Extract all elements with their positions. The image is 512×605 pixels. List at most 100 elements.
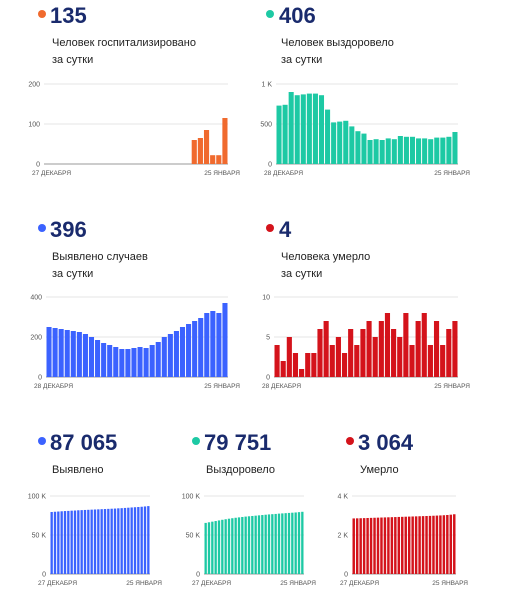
deaths-total-dot: [346, 437, 354, 445]
bar: [428, 515, 432, 574]
bar: [64, 330, 70, 377]
bar: [264, 514, 267, 574]
bar: [67, 510, 70, 574]
bar: [440, 345, 446, 377]
bar: [192, 321, 198, 377]
bar: [397, 136, 403, 164]
bar: [107, 345, 113, 377]
bar: [383, 517, 387, 574]
bar: [214, 521, 217, 574]
bar: [359, 518, 362, 574]
bar: [387, 517, 390, 574]
bar: [287, 512, 291, 574]
bar: [384, 313, 391, 377]
bar: [294, 512, 297, 574]
bar: [123, 507, 127, 574]
bar: [216, 313, 222, 377]
deaths-total-value: 3 064: [358, 430, 414, 455]
bar: [210, 311, 216, 377]
bar: [446, 329, 452, 377]
bar: [403, 136, 409, 164]
bar: [247, 516, 251, 574]
bar: [73, 510, 77, 574]
bar: [57, 511, 60, 574]
bar: [191, 140, 197, 164]
bar: [366, 517, 369, 574]
bar: [143, 506, 147, 574]
bar: [331, 122, 337, 164]
bar: [361, 133, 367, 164]
x-end-label: 25 ЯНВАРЯ: [204, 383, 240, 390]
bar: [52, 328, 58, 377]
recovered-daily-label-line2: за сутки: [281, 54, 323, 66]
bar: [231, 518, 234, 574]
bar: [204, 313, 210, 377]
bar: [222, 303, 228, 377]
x-end-label: 25 ЯНВАРЯ: [432, 580, 468, 587]
bar: [341, 353, 348, 377]
bar: [274, 345, 280, 377]
bar: [288, 92, 294, 164]
deaths-daily-value: 4: [279, 217, 292, 242]
bar: [435, 515, 439, 574]
bar: [133, 507, 137, 574]
bar: [60, 511, 63, 574]
y-tick-label: 5: [266, 335, 270, 342]
bar: [90, 509, 93, 574]
bar: [281, 513, 284, 574]
bar: [349, 126, 355, 164]
bar: [360, 329, 366, 377]
bar: [50, 511, 53, 574]
bar: [312, 93, 318, 164]
bar: [301, 511, 304, 574]
recovered-total-value: 79 751: [204, 430, 272, 455]
y-tick-label: 100 K: [28, 494, 47, 501]
bar: [286, 337, 292, 377]
bar: [366, 321, 372, 377]
bar: [343, 120, 349, 164]
y-tick-label: 1 K: [261, 82, 272, 89]
bar: [125, 349, 131, 377]
bar: [217, 520, 221, 574]
x-start-label: 27 ДЕКАБРЯ: [32, 170, 71, 177]
bar: [82, 334, 88, 377]
cases-daily-label-line2: за сутки: [52, 268, 94, 280]
y-tick-label: 10: [262, 295, 270, 302]
cases-daily-value: 396: [50, 217, 87, 242]
bar: [403, 313, 409, 377]
y-tick-label: 0: [344, 572, 348, 579]
bar: [380, 517, 383, 574]
bar: [449, 514, 453, 574]
bar: [427, 345, 433, 377]
bar: [329, 345, 335, 377]
bar: [267, 514, 271, 574]
bar: [401, 516, 404, 574]
x-start-label: 27 ДЕКАБРЯ: [38, 580, 77, 587]
bar: [385, 138, 391, 164]
bar: [137, 347, 143, 377]
bar: [254, 515, 257, 574]
bar: [294, 95, 300, 164]
y-tick-label: 50 K: [32, 533, 47, 540]
bar: [83, 509, 87, 574]
y-tick-label: 400: [30, 295, 42, 302]
bar: [323, 321, 329, 377]
y-tick-label: 100 K: [182, 494, 201, 501]
bar: [446, 514, 449, 574]
bar: [439, 515, 442, 574]
bar: [221, 519, 224, 574]
recovered-total-dot: [192, 437, 200, 445]
bar: [434, 137, 440, 164]
bar: [378, 321, 384, 377]
bar: [211, 521, 214, 574]
bar: [337, 121, 343, 164]
bar: [149, 345, 155, 377]
recovered-total-label: Выздоровело: [206, 464, 275, 476]
bar: [107, 508, 110, 574]
bar: [390, 517, 394, 574]
bar: [432, 515, 435, 574]
